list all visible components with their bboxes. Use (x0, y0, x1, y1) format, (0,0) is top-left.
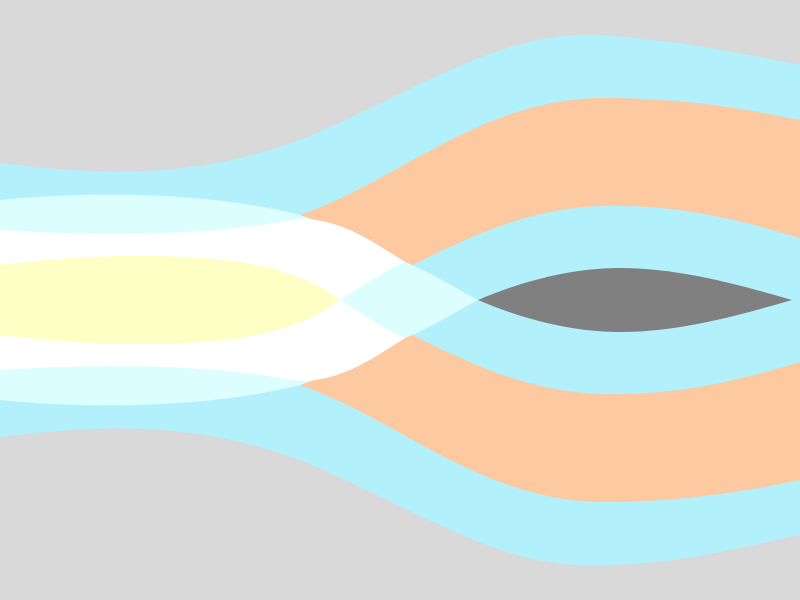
overlap-lens-shape (340, 262, 478, 338)
yellow-core-shape (0, 255, 340, 345)
dark-core-shape (478, 268, 792, 332)
